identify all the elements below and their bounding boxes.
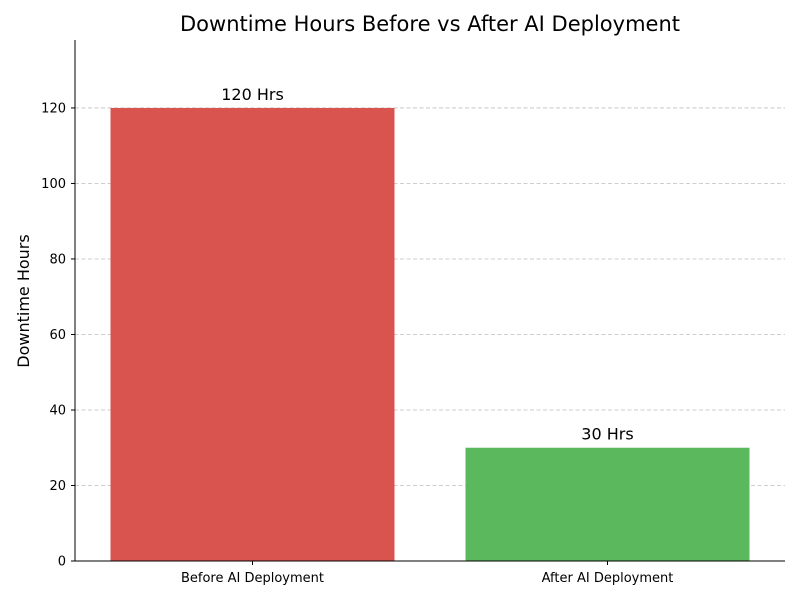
chart-title: Downtime Hours Before vs After AI Deploy…	[180, 12, 680, 36]
data-label: 120 Hrs	[221, 85, 284, 104]
y-tick-label: 60	[49, 328, 66, 343]
y-tick-label: 80	[49, 252, 66, 267]
bars	[110, 107, 750, 562]
y-axis-label: Downtime Hours	[14, 234, 33, 367]
y-tick-label: 100	[41, 177, 66, 192]
data-label: 30 Hrs	[581, 425, 633, 444]
data-labels: 120 Hrs 30 Hrs	[221, 85, 633, 444]
x-tick-label: After AI Deployment	[542, 571, 674, 586]
x-ticks: Before AI Deployment After AI Deployment	[181, 561, 673, 586]
x-tick-label: Before AI Deployment	[181, 571, 324, 586]
y-ticks: 0 20 40 60 80 100 120	[41, 101, 75, 570]
y-tick-label: 120	[41, 101, 66, 116]
bar-before	[110, 107, 395, 562]
y-tick-label: 40	[49, 403, 66, 418]
y-tick-label: 20	[49, 479, 66, 494]
bar-after	[465, 447, 750, 561]
y-tick-label: 0	[58, 555, 66, 570]
